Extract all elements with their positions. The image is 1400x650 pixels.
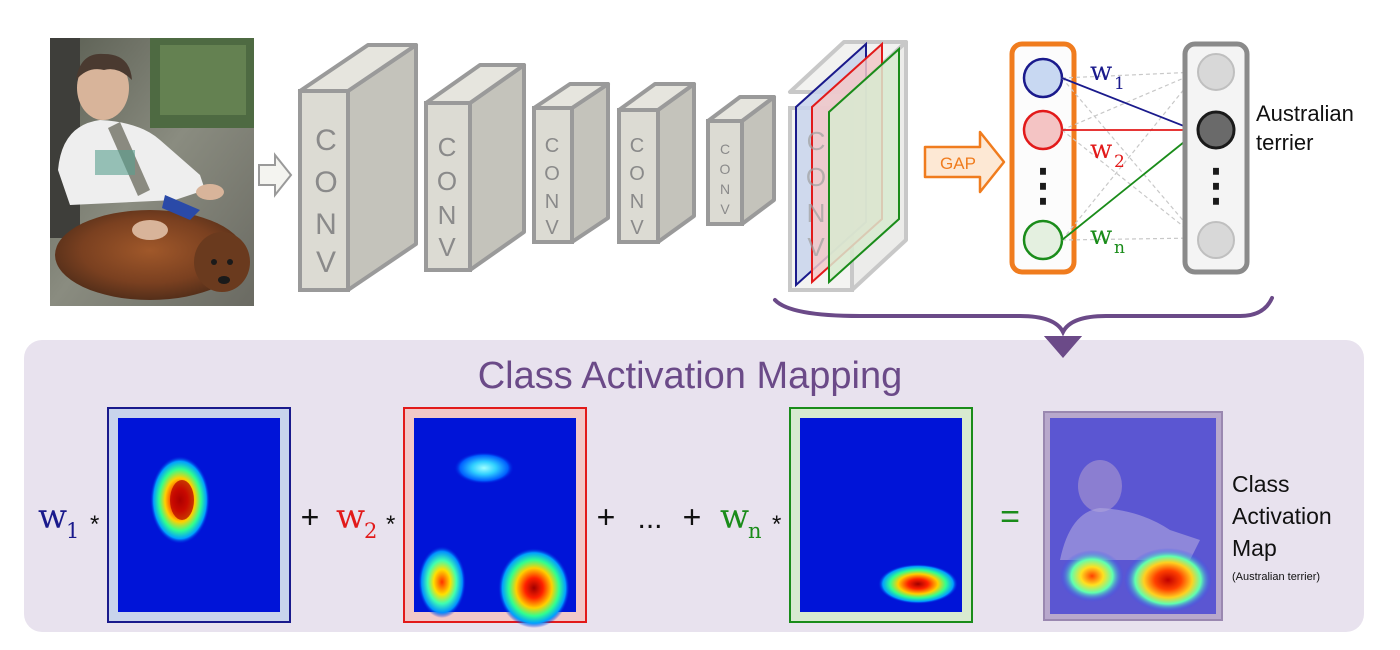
svg-text:*: * <box>90 511 99 538</box>
conv-block-4 <box>617 82 696 244</box>
input-arrow-icon <box>258 152 293 198</box>
conv-letter: C <box>807 126 826 156</box>
conv-letter: O <box>806 162 826 192</box>
output-neuron-active <box>1196 110 1236 150</box>
conv-label-1: C O N V <box>314 124 337 279</box>
cam-result-label: Class Activation Map (Australian terrier… <box>1232 471 1332 583</box>
conv-letter: O <box>544 163 560 185</box>
weight-label-w2: w 2 <box>1090 135 1125 172</box>
conv-letter: N <box>438 200 457 230</box>
conv-label-4: C O N V <box>629 135 645 239</box>
output-neuron-1 <box>1197 53 1235 91</box>
gap-neuron-n <box>1022 219 1064 261</box>
conv-label-5: C O N V <box>720 141 731 217</box>
weight-label-wn: w n <box>1090 221 1125 258</box>
result-label-line3: Map <box>1232 535 1277 561</box>
heatmap-2 <box>403 407 587 628</box>
conv-label-2: C O N V <box>437 132 457 262</box>
ellipsis-dots: ... <box>637 502 662 535</box>
conv-label-6: C O N V <box>806 126 826 262</box>
conv-letter: O <box>314 166 337 199</box>
gap-neuron-1 <box>1022 57 1064 99</box>
conv-letter: O <box>720 161 731 177</box>
svg-text:w: w <box>1090 57 1112 87</box>
conv-block-2 <box>424 63 526 272</box>
conv-letter: N <box>807 198 826 228</box>
output-ellipsis: ⋮ <box>1194 161 1238 210</box>
conv-block-5 <box>706 95 776 226</box>
result-label-line1: Class <box>1232 471 1290 497</box>
weight-label-w1: w 1 <box>1090 57 1125 94</box>
svg-text:w: w <box>336 497 365 537</box>
weight-connections <box>1061 77 1195 241</box>
svg-text:*: * <box>772 511 781 538</box>
svg-text:*: * <box>386 511 395 538</box>
svg-text:w: w <box>38 497 67 537</box>
conv-letter: N <box>630 191 644 213</box>
conv-letter: C <box>315 124 337 157</box>
conv-letter: N <box>315 208 337 241</box>
conv-letter: N <box>545 191 559 213</box>
gap-ellipsis: ⋮ <box>1021 161 1065 210</box>
plus-2: + <box>597 499 616 535</box>
output-label: Australian terrier <box>1256 101 1354 155</box>
svg-text:1: 1 <box>66 519 79 543</box>
term-w1: w 1 * <box>38 497 99 543</box>
svg-text:1: 1 <box>1114 74 1125 94</box>
conv-letter: V <box>630 217 644 239</box>
result-label-line2: Activation <box>1232 503 1332 529</box>
heatmap-n <box>789 407 973 623</box>
svg-text:2: 2 <box>364 519 377 543</box>
equals-sign: = <box>1000 498 1020 536</box>
svg-text:w: w <box>1090 135 1112 165</box>
conv-letter: V <box>316 246 336 279</box>
conv-letter: O <box>437 166 457 196</box>
conv-block-1 <box>298 43 418 292</box>
class-activation-map <box>1043 411 1223 621</box>
output-label-line1: Australian <box>1256 101 1354 126</box>
conv-letter: N <box>720 181 730 197</box>
svg-text:n: n <box>748 519 762 543</box>
conv-letter: V <box>545 217 559 239</box>
input-photo <box>50 38 254 306</box>
conv-letter: C <box>630 135 644 157</box>
conv-letter: V <box>720 201 730 217</box>
conv-letter: V <box>438 232 456 262</box>
svg-text:n: n <box>1114 238 1125 258</box>
conv-label-3: C O N V <box>544 135 560 239</box>
conv-letter: C <box>545 135 559 157</box>
heatmap-1 <box>107 407 291 623</box>
term-w2: w 2 * <box>336 497 395 543</box>
plus-3: + <box>683 499 702 535</box>
plus-1: + <box>301 499 320 535</box>
svg-text:w: w <box>1090 221 1112 251</box>
dashed-connections <box>1061 71 1199 241</box>
conv-letter: V <box>807 232 825 262</box>
output-label-line2: terrier <box>1256 130 1313 155</box>
conv-letter: O <box>629 163 645 185</box>
term-wn: w n * <box>720 497 781 543</box>
feature-map-green <box>828 46 900 285</box>
cam-title: Class Activation Mapping <box>478 355 903 397</box>
conv-block-3 <box>532 82 610 244</box>
gap-neuron-column: ⋮ <box>1009 41 1077 275</box>
gap-neuron-2 <box>1022 109 1064 151</box>
svg-text:2: 2 <box>1114 152 1125 172</box>
gap-arrow-icon: GAP <box>923 130 1006 194</box>
result-caption: (Australian terrier) <box>1232 571 1320 583</box>
output-neuron-column: ⋮ <box>1182 41 1250 275</box>
svg-text:w: w <box>720 497 749 537</box>
conv-letter: C <box>438 132 457 162</box>
conv-letter: C <box>720 141 730 157</box>
cam-panel <box>24 336 1364 632</box>
output-neuron-n <box>1197 221 1235 259</box>
gap-label: GAP <box>940 154 976 173</box>
